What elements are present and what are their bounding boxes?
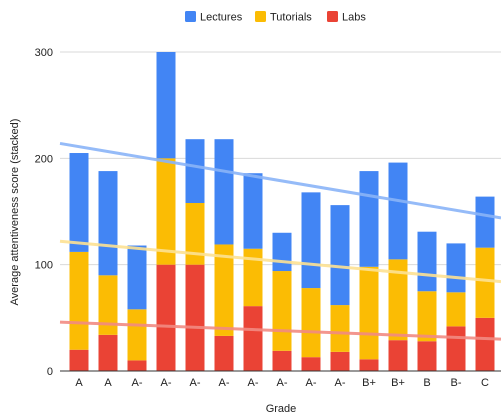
bar-segment-tutorials <box>98 275 118 335</box>
legend-swatch <box>255 11 266 22</box>
trendline-lectures <box>59 141 501 220</box>
y-tick-label: 0 <box>47 366 53 378</box>
legend: Lectures Tutorials Labs <box>185 11 366 24</box>
bar-segment-tutorials <box>417 291 437 342</box>
y-axis-ticks: 0 100 200 300 <box>35 47 53 378</box>
y-tick-label: 200 <box>35 153 53 165</box>
y-tick-label: 100 <box>35 260 53 272</box>
bar-segment-lectures <box>214 139 234 245</box>
bar-segment-tutorials <box>243 248 263 307</box>
bar-segment-labs <box>156 264 176 371</box>
bar-segment-tutorials <box>69 251 89 350</box>
x-tick-label: B- <box>451 377 462 389</box>
x-tick-label: A <box>75 377 83 389</box>
bar-segment-lectures <box>69 153 89 252</box>
legend-label: Labs <box>342 12 366 24</box>
bar-segment-labs <box>475 317 495 371</box>
x-tick-label: A- <box>277 377 288 389</box>
x-axis-ticks: A A A- A- A- A- A- A- A- A- B+ B+ B B- C <box>75 377 489 389</box>
bar-segment-tutorials <box>185 202 205 265</box>
bar-segment-labs <box>214 335 234 371</box>
bar-segment-tutorials <box>475 247 495 318</box>
bar-segment-lectures <box>185 139 205 203</box>
bar-segment-lectures <box>330 205 350 306</box>
legend-swatch <box>185 11 196 22</box>
bar-segment-labs <box>446 326 466 371</box>
bar-segment-tutorials <box>127 309 147 361</box>
bar-segment-labs <box>243 306 263 371</box>
y-axis-title: Average attentiveness score (stacked) <box>9 119 21 306</box>
x-tick-label: A- <box>335 377 346 389</box>
bar-segment-lectures <box>301 192 321 289</box>
x-tick-label: A- <box>248 377 259 389</box>
x-tick-label: B+ <box>362 377 376 389</box>
legend-swatch <box>327 11 338 22</box>
bar-segment-lectures <box>127 245 147 310</box>
bar-segment-labs <box>301 357 321 371</box>
x-tick-label: A <box>104 377 112 389</box>
bar-segment-labs <box>388 340 408 371</box>
x-tick-label: A- <box>190 377 201 389</box>
x-tick-label: C <box>481 377 489 389</box>
legend-label: Lectures <box>200 12 243 24</box>
bar-segment-lectures <box>388 162 408 260</box>
legend-label: Tutorials <box>270 12 312 24</box>
bar-segment-lectures <box>359 171 379 267</box>
bars <box>69 52 495 371</box>
bar-segment-tutorials <box>301 288 321 358</box>
x-tick-label: A- <box>219 377 230 389</box>
bar-segment-lectures <box>417 231 437 292</box>
x-tick-label: B <box>423 377 430 389</box>
bar-segment-lectures <box>156 52 176 159</box>
bar-segment-tutorials <box>330 305 350 352</box>
bar-segment-labs <box>330 351 350 371</box>
bar-segment-labs <box>417 341 437 371</box>
bar-segment-tutorials <box>359 266 379 360</box>
bar-segment-labs <box>359 359 379 371</box>
trendline-labs <box>59 320 501 341</box>
x-tick-label: A- <box>306 377 317 389</box>
bar-segment-lectures <box>98 171 118 276</box>
x-axis-title: Grade <box>266 403 297 415</box>
bar-segment-labs <box>127 360 147 371</box>
bar-segment-tutorials <box>156 158 176 265</box>
bar-segment-lectures <box>475 196 495 248</box>
bar-segment-labs <box>185 264 205 371</box>
bar-segment-lectures <box>272 232 292 272</box>
trendlines <box>59 141 501 341</box>
bar-segment-labs <box>98 334 118 371</box>
x-tick-label: A- <box>132 377 143 389</box>
bar-segment-lectures <box>243 173 263 249</box>
bar-segment-tutorials <box>214 244 234 336</box>
bar-segment-labs <box>272 350 292 371</box>
bar-segment-tutorials <box>388 259 408 341</box>
x-tick-label: A- <box>161 377 172 389</box>
bar-segment-tutorials <box>272 271 292 351</box>
bar-segment-lectures <box>446 243 466 293</box>
y-tick-label: 300 <box>35 47 53 59</box>
x-tick-label: B+ <box>391 377 405 389</box>
bar-segment-labs <box>69 349 89 371</box>
bar-segment-tutorials <box>446 292 466 327</box>
trendline-tutorials <box>59 239 501 284</box>
